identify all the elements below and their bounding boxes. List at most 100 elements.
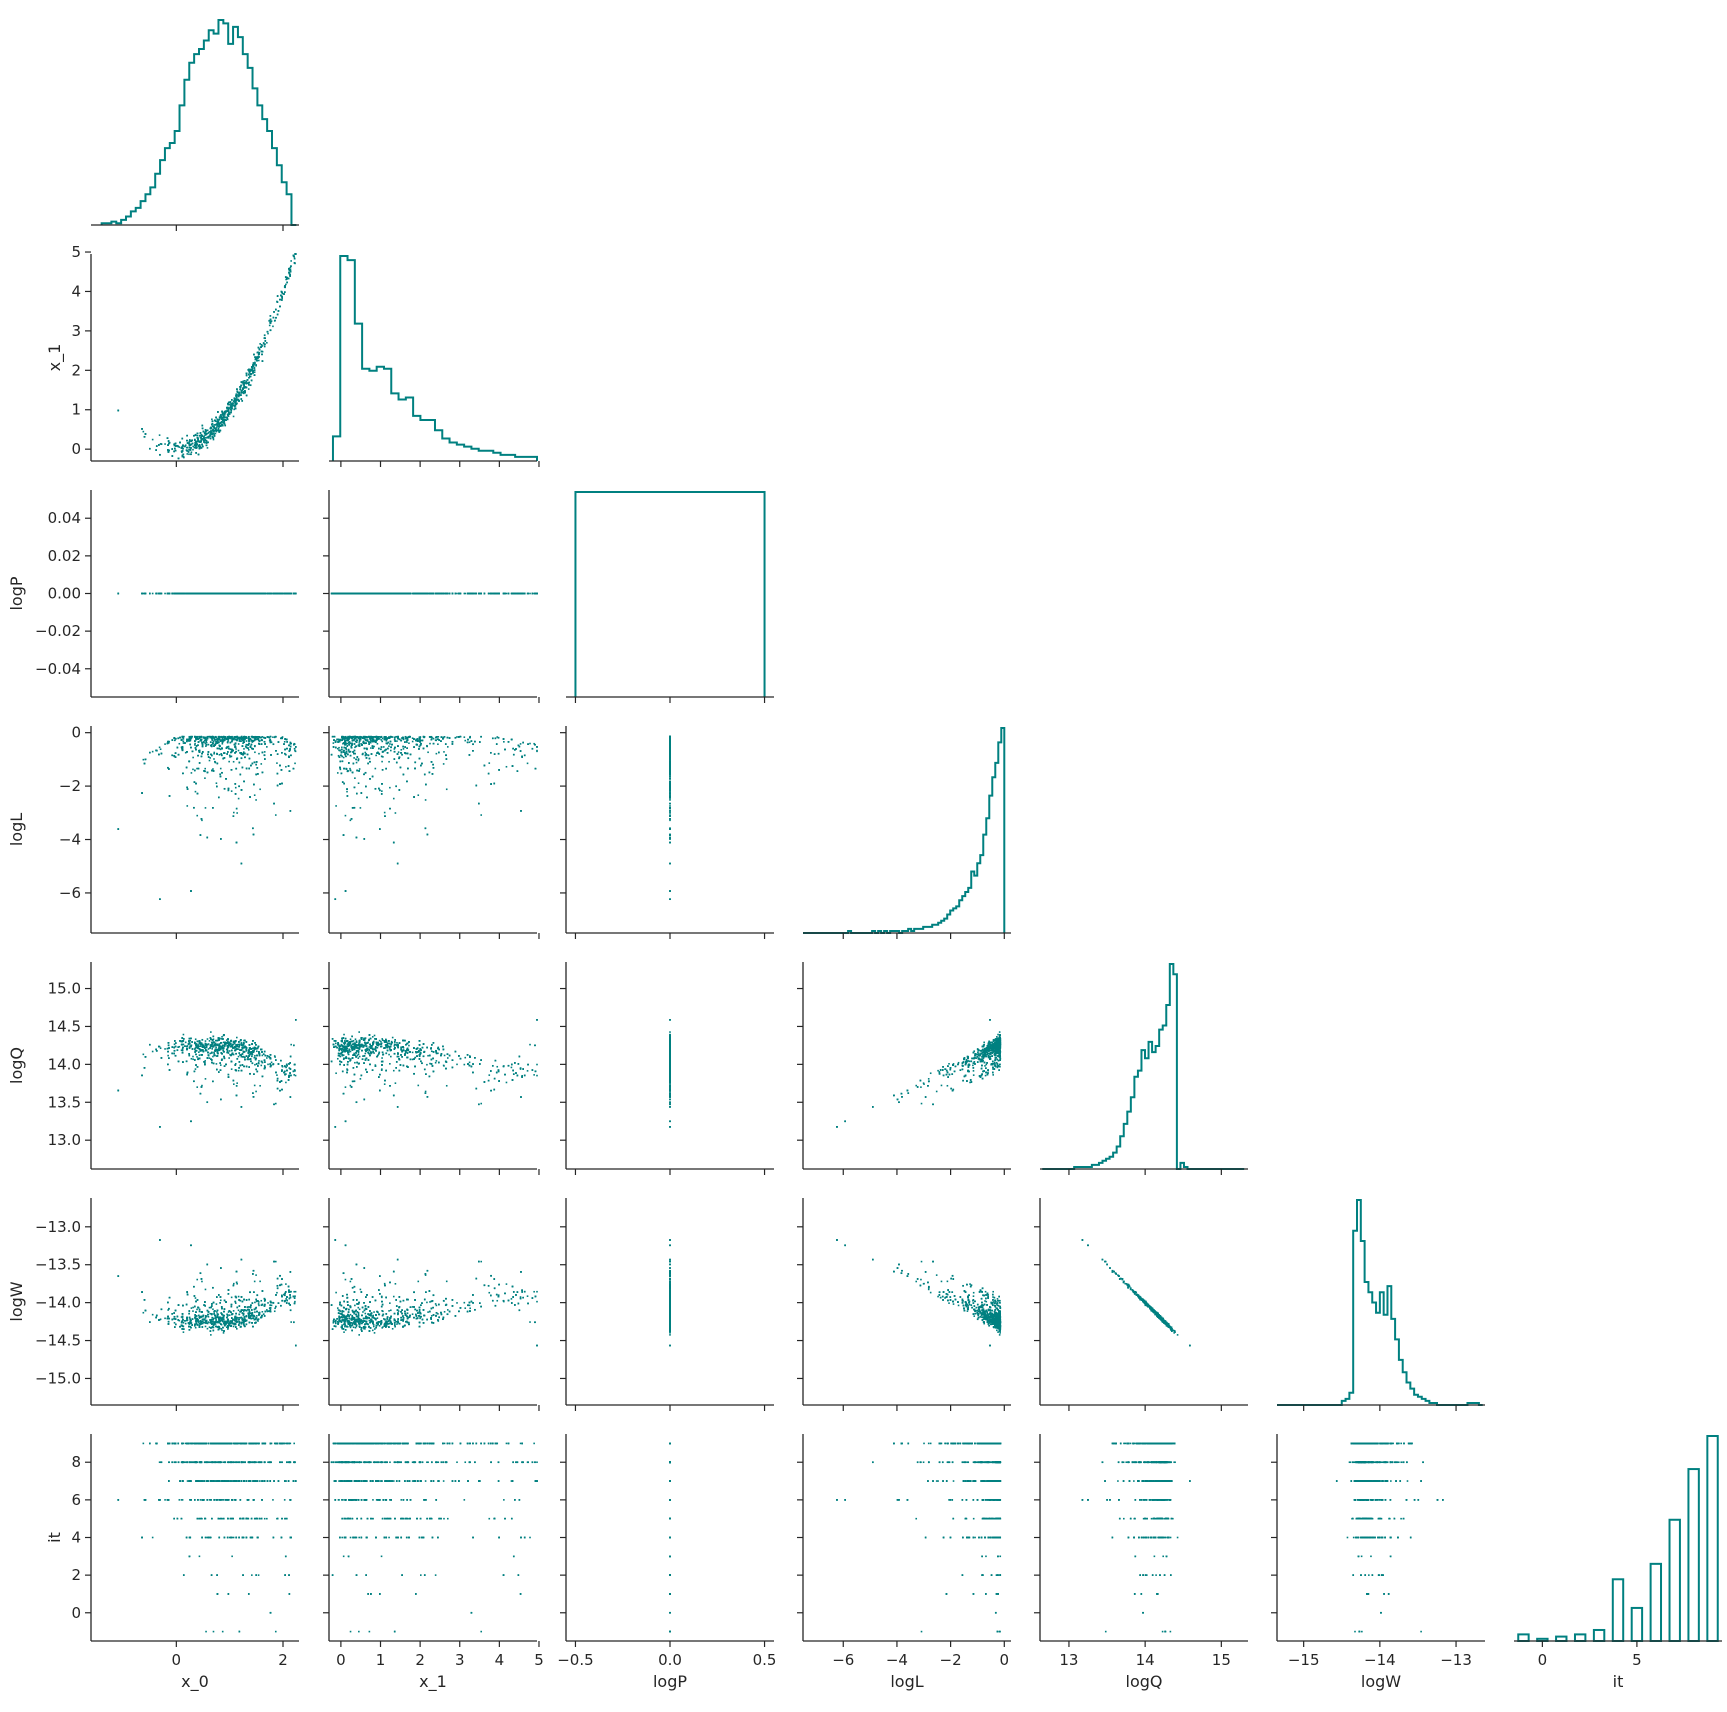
scatter-points-logL-vs-logP — [669, 736, 671, 900]
x-axis-label-logQ: logQ — [1126, 1672, 1163, 1691]
y-tick-label: 0.04 — [48, 509, 81, 527]
scatter-points-logW-vs-x_0 — [117, 1239, 296, 1346]
x-tick-label: 13 — [1059, 1651, 1078, 1669]
x-tick-label: 5 — [1632, 1651, 1642, 1669]
y-tick-label: 0.02 — [48, 547, 81, 565]
x-tick-label: 0 — [1000, 1651, 1010, 1669]
panel-x_1-vs-x_1 — [329, 256, 539, 467]
hist-bar-it-4 — [1613, 1579, 1623, 1641]
x-tick-label: −13 — [1440, 1651, 1472, 1669]
scatter-points-it-vs-logP — [669, 1443, 671, 1633]
y-tick-label: 0.00 — [48, 585, 81, 603]
panel-logL-vs-logL — [803, 728, 1011, 939]
x-axis-label-x_0: x_0 — [181, 1672, 209, 1692]
x-tick-label: 15 — [1212, 1651, 1231, 1669]
y-tick-label: 5 — [71, 243, 81, 261]
panel-logW-vs-x_1 — [323, 1198, 539, 1411]
x-tick-label: 3 — [455, 1651, 465, 1669]
x-tick-label: 0 — [172, 1651, 182, 1669]
panel-logL-vs-x_1 — [323, 726, 539, 939]
y-tick-label: 0 — [71, 1604, 81, 1622]
y-tick-label: −14.0 — [35, 1294, 81, 1312]
y-tick-label: −13.0 — [35, 1218, 81, 1236]
y-tick-label: 4 — [71, 282, 81, 300]
x-tick-label: 2 — [278, 1651, 288, 1669]
panel-logW-vs-logL — [797, 1198, 1011, 1411]
hist-bar-it-5 — [1632, 1608, 1642, 1641]
y-tick-label: 13.5 — [48, 1093, 81, 1111]
panel-it-vs-logW: −15 −14 −13 logW — [1271, 1434, 1485, 1691]
scatter-points-logW-vs-logP — [669, 1239, 671, 1346]
panel-logQ-vs-x_1 — [323, 962, 539, 1175]
hist-bar-it-1 — [1556, 1637, 1566, 1641]
panel-it-vs-x_1: 0 1 2 3 4 5x_1 — [323, 1434, 544, 1692]
panel-x_0-vs-x_0 — [91, 20, 299, 231]
y-tick-label: −0.02 — [35, 622, 81, 640]
scatter-points-it-vs-x_0 — [117, 1443, 296, 1633]
x-tick-label: −14 — [1364, 1651, 1396, 1669]
y-tick-label: 8 — [71, 1453, 81, 1471]
y-tick-label: −2 — [59, 777, 81, 795]
scatter-points-it-vs-x_1 — [331, 1443, 538, 1633]
y-tick-label: −14.5 — [35, 1332, 81, 1350]
panel-logP-vs-logP — [566, 492, 774, 703]
y-tick-label: −15.0 — [35, 1369, 81, 1387]
scatter-points-logL-vs-x_0 — [117, 736, 296, 900]
histogram-x_0 — [102, 20, 297, 225]
x-tick-label: −6 — [832, 1651, 854, 1669]
histogram-logL — [803, 728, 1004, 933]
x-tick-label: 0 — [336, 1651, 346, 1669]
x-axis-label-logW: logW — [1361, 1672, 1401, 1691]
x-tick-label: 0.5 — [753, 1651, 777, 1669]
y-axis-label-logP: logP — [7, 576, 26, 610]
scatter-points-logP-vs-x_0 — [117, 593, 296, 595]
panel-logQ-vs-logL — [797, 962, 1011, 1175]
panel-logQ-vs-logQ — [1040, 964, 1248, 1175]
scatter-points-it-vs-logL — [836, 1443, 1001, 1633]
x-tick-label: 5 — [534, 1651, 544, 1669]
y-tick-label: 6 — [71, 1491, 81, 1509]
scatter-points-it-vs-logQ — [1082, 1443, 1191, 1633]
y-tick-label: 2 — [71, 1566, 81, 1584]
scatter-points-logQ-vs-logP — [669, 1019, 671, 1128]
y-axis-label-logL: logL — [7, 813, 26, 846]
panel-logL-vs-logP — [560, 726, 774, 939]
scatter-points-logW-vs-logQ — [1082, 1239, 1191, 1346]
x-tick-label: −2 — [940, 1651, 962, 1669]
x-tick-label: −15 — [1288, 1651, 1320, 1669]
y-tick-label: 14.0 — [48, 1055, 81, 1073]
y-axis-label-logQ: logQ — [7, 1047, 26, 1084]
y-tick-label: 4 — [71, 1529, 81, 1547]
hist-bar-it--1 — [1518, 1634, 1528, 1641]
x-axis-label-logL: logL — [890, 1672, 923, 1691]
y-tick-label: −4 — [59, 831, 81, 849]
scatter-points-logQ-vs-x_0 — [117, 1019, 296, 1128]
hist-bar-it-3 — [1594, 1630, 1604, 1641]
y-tick-label: 0 — [71, 724, 81, 742]
scatter-points-logP-vs-x_1 — [331, 593, 538, 595]
panel-logW-vs-logW — [1277, 1200, 1485, 1411]
x-tick-label: 1 — [376, 1651, 386, 1669]
scatter-points-logL-vs-x_1 — [331, 736, 538, 900]
histogram-logW — [1277, 1200, 1483, 1405]
x-tick-label: 14 — [1136, 1651, 1155, 1669]
panel-logW-vs-logQ — [1034, 1198, 1248, 1411]
x-tick-label: 0.0 — [658, 1651, 682, 1669]
y-axis-label-x_1: x_1 — [45, 344, 65, 372]
hist-bar-it-7 — [1670, 1520, 1680, 1641]
y-tick-label: 14.5 — [48, 1017, 81, 1035]
x-tick-label: 2 — [415, 1651, 425, 1669]
scatter-points-logQ-vs-logL — [836, 1019, 1001, 1128]
scatter-points-logW-vs-x_1 — [331, 1239, 538, 1346]
y-tick-label: 0 — [71, 440, 81, 458]
x-tick-label: 4 — [495, 1651, 505, 1669]
hist-bar-it-2 — [1575, 1634, 1585, 1641]
x-axis-label-logP: logP — [653, 1672, 687, 1691]
y-tick-label: 2 — [71, 361, 81, 379]
y-tick-label: 1 — [71, 401, 81, 419]
